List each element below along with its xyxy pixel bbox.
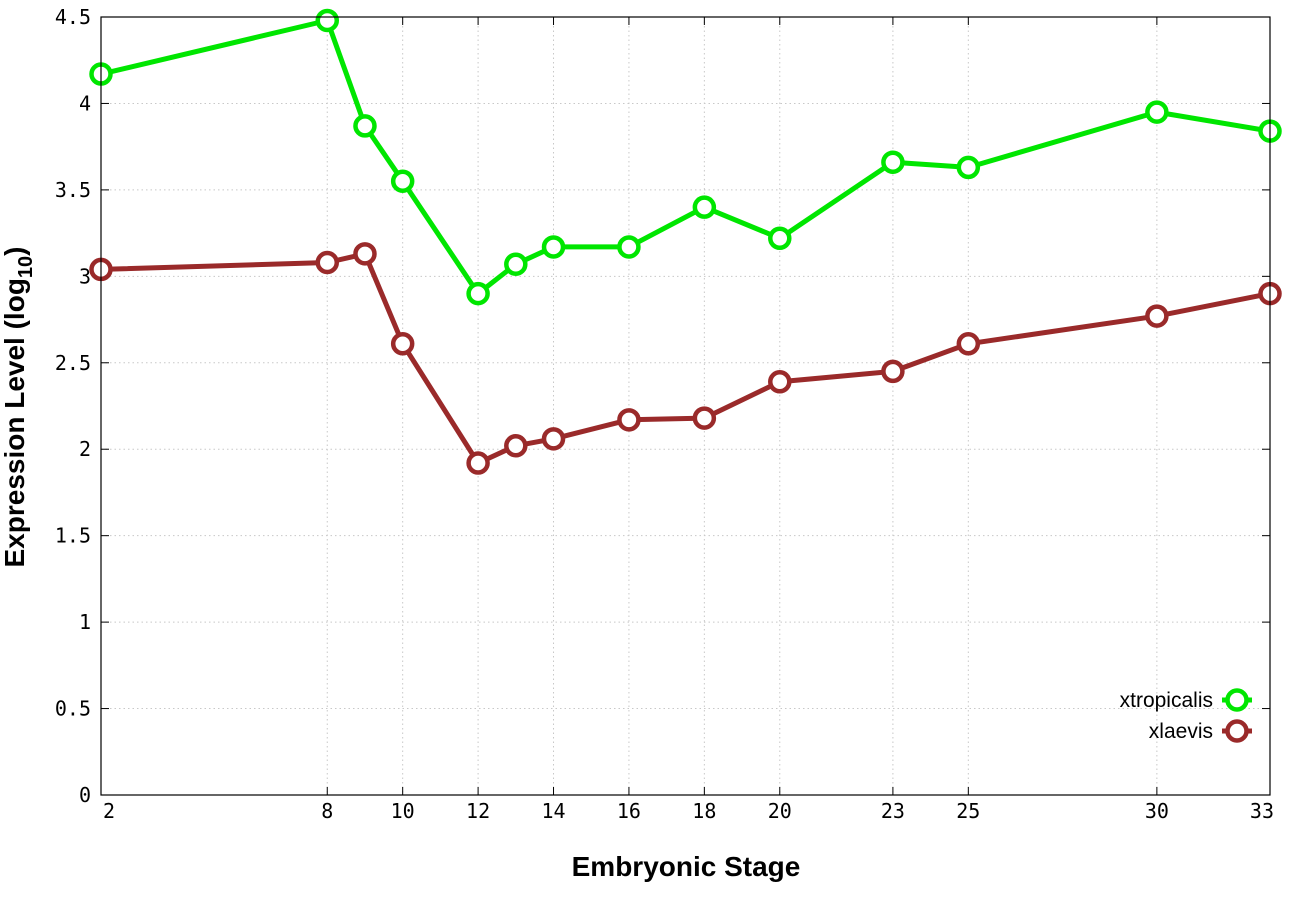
legend: xtropicalis xlaevis (1120, 688, 1252, 743)
data-point (315, 8, 340, 33)
x-tick-label: 12 (466, 799, 490, 823)
y-tick-label: 2 (79, 437, 91, 461)
y-axis-title-subscript: 10 (15, 256, 37, 278)
x-tick-label: 2 (103, 799, 115, 823)
series-xtropicalis (89, 8, 1282, 306)
x-tick-label: 16 (617, 799, 641, 823)
legend-label: xtropicalis (1120, 689, 1213, 712)
series (89, 8, 1282, 475)
x-tick-label: 18 (692, 799, 716, 823)
x-tick-label: 10 (391, 799, 415, 823)
data-point (692, 195, 717, 219)
x-tick-label: 23 (881, 799, 905, 823)
legend-label: xlaevis (1149, 720, 1213, 743)
y-tick-label: 4.5 (55, 5, 91, 29)
data-point (504, 252, 528, 276)
data-point (315, 250, 340, 275)
y-axis-title-close: ) (0, 247, 30, 256)
x-tick-label: 30 (1145, 799, 1169, 823)
y-tick-label: 4 (79, 91, 91, 115)
legend-swatch-marker (1225, 688, 1249, 712)
data-point (956, 155, 981, 180)
y-axis-title: Expression Level (log10) (0, 247, 37, 568)
y-tick-label: 3.5 (55, 178, 91, 202)
y-tick-label: 3 (79, 264, 91, 288)
data-point (541, 235, 566, 259)
data-point (881, 150, 905, 174)
y-tick-label: 1.5 (55, 524, 91, 548)
data-point (1145, 304, 1169, 328)
axis-ticks: 0 0.5 1 1.5 2 2.5 3 3.5 4 4.5 2 8 10 12 14 16 18 20 23 25 30… (55, 5, 1274, 823)
series-xlaevis (89, 242, 1282, 475)
x-tick-label: 14 (541, 799, 565, 823)
data-point (617, 235, 641, 259)
data-point (353, 242, 377, 266)
data-point (390, 332, 415, 356)
data-point (768, 370, 792, 394)
y-axis-title-main: Expression Level (log (0, 278, 30, 567)
y-tick-label: 0 (79, 783, 91, 807)
x-tick-label: 25 (956, 799, 980, 823)
grid (101, 17, 1270, 795)
y-tick-label: 2.5 (55, 351, 91, 375)
data-point (1145, 100, 1169, 124)
data-point (881, 359, 905, 384)
series-line (98, 251, 1273, 466)
x-tick-label: 8 (321, 799, 333, 823)
x-tick-label: 20 (768, 799, 792, 823)
x-axis-title: Embryonic Stage (572, 851, 801, 882)
data-point (504, 434, 528, 458)
data-point (768, 226, 792, 251)
data-point (466, 281, 490, 306)
data-point (541, 427, 566, 451)
y-tick-label: 0.5 (55, 697, 91, 721)
data-point (956, 332, 981, 356)
legend-swatch-marker (1225, 719, 1249, 743)
data-point (390, 169, 415, 193)
x-tick-label: 33 (1250, 799, 1274, 823)
data-point (466, 451, 490, 475)
plot-frame (100, 16, 1271, 796)
y-tick-label: 1 (79, 610, 91, 634)
data-point (353, 114, 377, 138)
data-point (617, 408, 641, 432)
data-point (692, 406, 717, 430)
series-line (98, 18, 1273, 297)
